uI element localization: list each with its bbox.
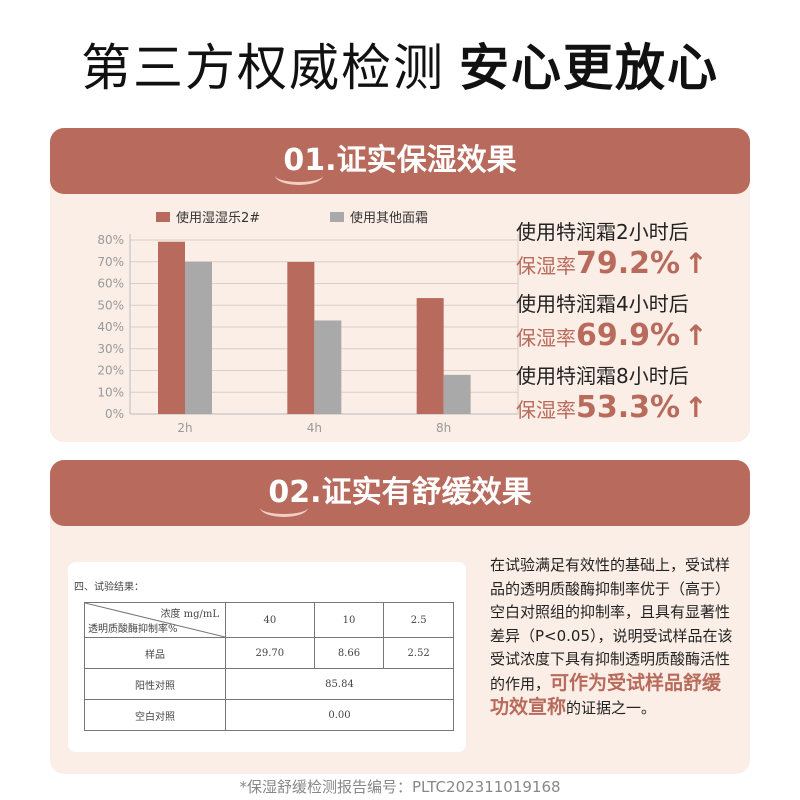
results-table: 浓度 mg/mL 透明质酸酶抑制率% 40 10 2.5 样品 29.70 8.… [84, 602, 454, 731]
stat-value-line: 保湿率69.9% ↑ [516, 318, 708, 356]
legend-swatch [156, 212, 170, 222]
stat-prefix: 保湿率 [516, 326, 576, 350]
diagonal-header-cell: 浓度 mg/mL 透明质酸酶抑制率% [84, 602, 226, 638]
table-cell: 8.66 [313, 637, 385, 669]
section-title: .证实有舒缓效果 [310, 475, 532, 510]
stat-value-line: 保湿率79.2% ↑ [516, 246, 708, 284]
stat-prefix: 保湿率 [516, 398, 576, 422]
stat-label: 使用特润霜2小时后 [516, 220, 689, 244]
x-tick-label: 8h [436, 421, 451, 435]
table-row: 空白对照 0.00 [84, 699, 454, 731]
stat-label: 使用特润霜4小时后 [516, 292, 689, 316]
y-tick-label: 40% [97, 320, 124, 334]
section-title: .证实保湿效果 [325, 143, 517, 178]
moisture-chart-svg: 80% 70% 60% 50% 40% 30% 20% 10% 0% 2h 4h 8h 使用湿湿乐2# 使… [97, 210, 519, 435]
report-title: 四、试验结果： [74, 582, 144, 593]
y-tick-label: 50% [97, 298, 124, 312]
table-row: 浓度 mg/mL 透明质酸酶抑制率% 40 10 2.5 [84, 602, 454, 638]
concentration-header: 浓度 mg/mL [160, 609, 219, 620]
stat-prefix: 保湿率 [516, 254, 576, 278]
section-number: 01 [275, 128, 325, 194]
table-cell: 样品 [84, 637, 226, 669]
section-number: 02 [260, 460, 310, 526]
moisture-panel: 01 .证实保湿效果 80% 70% 60% 50% 40% 30% 20% 10% 0% 2h 4h… [50, 128, 750, 442]
table-cell: 85.84 [225, 668, 454, 700]
moisture-banner: 01 .证实保湿效果 [50, 128, 750, 194]
table-cell: 2.52 [383, 637, 454, 669]
up-arrow-icon: ↑ [684, 247, 708, 280]
x-tick-label: 4h [307, 421, 322, 435]
y-tick-label: 0% [105, 407, 124, 421]
table-cell: 0.00 [225, 699, 454, 731]
y-tick-label: 80% [97, 233, 124, 247]
bar-8h-series-2 [443, 374, 471, 414]
test-report-excerpt: 四、试验结果： 浓度 mg/mL 透明质酸酶抑制率% 40 10 2.5 样品 … [68, 562, 466, 752]
bar-8h-series-1 [416, 298, 444, 414]
y-tick-label: 10% [97, 385, 124, 399]
bar-2h-series-1 [158, 241, 185, 414]
soothing-banner: 02 .证实有舒缓效果 [50, 460, 750, 526]
desc-text-end: 的证据之一。 [566, 699, 657, 717]
swirl-decoration-icon [275, 166, 324, 185]
stat-4h: 使用特润霜4小时后 保湿率69.9% ↑ [516, 290, 708, 356]
inhibition-header: 透明质酸酶抑制率% [88, 624, 178, 635]
y-tick-label: 30% [97, 342, 124, 356]
table-cell: 2.5 [383, 602, 454, 638]
legend-label: 使用湿湿乐2# [176, 210, 260, 226]
page-headline: 第三方权威检测 安心更放心 [0, 28, 800, 100]
stat-value: 53.3% [576, 390, 681, 425]
stat-8h: 使用特润霜8小时后 保湿率53.3% ↑ [516, 362, 708, 428]
stat-value: 79.2% [576, 246, 681, 281]
up-arrow-icon: ↑ [684, 391, 708, 424]
legend-label: 使用其他面霜 [350, 210, 428, 226]
moisture-chart: 80% 70% 60% 50% 40% 30% 20% 10% 0% 2h 4h 8h 使用湿湿乐2# 使… [56, 202, 526, 438]
bar-4h-series-1 [287, 261, 315, 414]
y-tick-label: 70% [97, 255, 124, 269]
x-tick-label: 2h [177, 421, 192, 435]
swirl-decoration-icon [260, 498, 309, 517]
table-cell: 29.70 [225, 637, 315, 669]
up-arrow-icon: ↑ [684, 319, 708, 352]
table-row: 阳性对照 85.84 [84, 668, 454, 700]
stat-label: 使用特润霜8小时后 [516, 364, 689, 388]
table-cell: 阳性对照 [84, 668, 226, 700]
table-row: 样品 29.70 8.66 2.52 [84, 637, 454, 669]
stat-value: 69.9% [576, 318, 681, 353]
table-cell: 40 [225, 602, 315, 638]
stat-2h: 使用特润霜2小时后 保湿率79.2% ↑ [516, 218, 708, 284]
headline-main: 第三方权威检测 [81, 39, 445, 97]
stat-value-line: 保湿率53.3% ↑ [516, 390, 708, 428]
desc-text: 在试验满足有效性的基础上，受试样品的透明质酸酶抑制率优于（高于）空白对照组的抑制… [490, 556, 733, 693]
y-tick-label: 20% [97, 364, 124, 378]
bar-4h-series-2 [314, 320, 342, 414]
y-tick-label: 60% [97, 277, 124, 291]
soothing-panel: 02 .证实有舒缓效果 四、试验结果： 浓度 mg/mL 透明质酸酶抑制率% 40… [50, 460, 750, 774]
table-cell: 空白对照 [84, 699, 226, 731]
soothing-description: 在试验满足有效性的基础上，受试样品的透明质酸酶抑制率优于（高于）空白对照组的抑制… [490, 554, 740, 721]
report-number-footer: *保湿舒缓检测报告编号：PLTC202311019168 [239, 778, 561, 796]
desc-highlight: 可作为受试样品舒缓功效宣称 [490, 671, 722, 719]
table-cell: 10 [313, 602, 385, 638]
bar-2h-series-2 [185, 261, 212, 414]
legend-swatch [330, 212, 344, 222]
headline-emphasis: 安心更放心 [459, 39, 719, 97]
